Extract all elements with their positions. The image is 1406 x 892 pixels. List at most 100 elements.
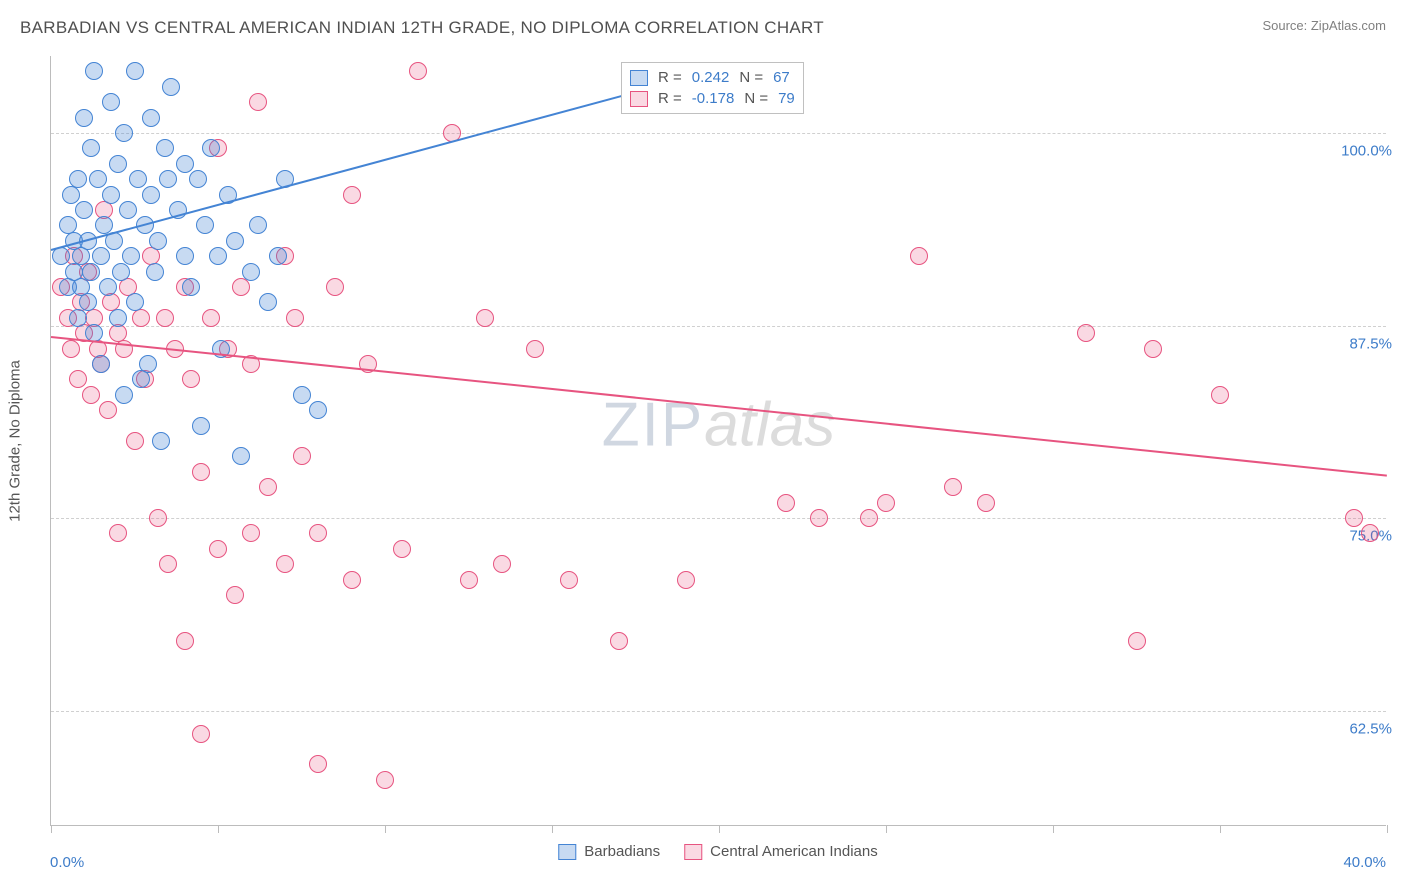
data-point xyxy=(156,309,174,327)
data-point xyxy=(343,186,361,204)
source-attribution: Source: ZipAtlas.com xyxy=(1262,18,1386,33)
data-point xyxy=(126,62,144,80)
data-point xyxy=(249,216,267,234)
data-point xyxy=(242,524,260,542)
data-point xyxy=(1077,324,1095,342)
data-point xyxy=(259,293,277,311)
data-point xyxy=(209,540,227,558)
data-point xyxy=(176,632,194,650)
data-point xyxy=(126,293,144,311)
data-point xyxy=(242,263,260,281)
data-point xyxy=(910,247,928,265)
data-point xyxy=(129,170,147,188)
y-tick-label: 100.0% xyxy=(1335,143,1392,160)
data-point xyxy=(810,509,828,527)
y-tick-label: 62.5% xyxy=(1343,720,1392,737)
data-point xyxy=(115,124,133,142)
data-point xyxy=(977,494,995,512)
data-point xyxy=(393,540,411,558)
data-point xyxy=(182,278,200,296)
data-point xyxy=(159,170,177,188)
data-point xyxy=(192,417,210,435)
data-point xyxy=(156,139,174,157)
legend-label-central-american-indians: Central American Indians xyxy=(710,843,878,860)
r-value: 0.242 xyxy=(692,69,730,86)
data-point xyxy=(777,494,795,512)
data-point xyxy=(493,555,511,573)
legend: Barbadians Central American Indians xyxy=(558,843,877,860)
data-point xyxy=(75,109,93,127)
watermark-zip: ZIP xyxy=(602,391,704,460)
data-point xyxy=(122,247,140,265)
stats-row: R =0.242N =67 xyxy=(630,67,795,88)
n-value: 67 xyxy=(773,69,790,86)
data-point xyxy=(860,509,878,527)
data-point xyxy=(409,62,427,80)
data-point xyxy=(109,155,127,173)
data-point xyxy=(259,478,277,496)
x-tick xyxy=(1053,825,1054,833)
data-point xyxy=(126,432,144,450)
data-point xyxy=(92,247,110,265)
correlation-chart: 12th Grade, No Diploma ZIPatlas 62.5%75.… xyxy=(50,56,1386,826)
data-point xyxy=(269,247,287,265)
data-point xyxy=(112,263,130,281)
r-value: -0.178 xyxy=(692,90,735,107)
data-point xyxy=(293,447,311,465)
data-point xyxy=(79,293,97,311)
swatch-central-american-indians xyxy=(684,844,702,860)
data-point xyxy=(92,355,110,373)
data-point xyxy=(202,139,220,157)
data-point xyxy=(176,247,194,265)
x-max-label: 40.0% xyxy=(1343,854,1386,871)
chart-title: BARBADIAN VS CENTRAL AMERICAN INDIAN 12T… xyxy=(20,18,824,38)
gridline xyxy=(51,518,1386,519)
data-point xyxy=(99,401,117,419)
data-point xyxy=(75,201,93,219)
data-point xyxy=(162,78,180,96)
data-point xyxy=(62,186,80,204)
data-point xyxy=(149,509,167,527)
data-point xyxy=(139,355,157,373)
data-point xyxy=(460,571,478,589)
stats-swatch xyxy=(630,91,648,107)
x-tick xyxy=(1387,825,1388,833)
data-point xyxy=(877,494,895,512)
source-link[interactable]: ZipAtlas.com xyxy=(1311,18,1386,33)
data-point xyxy=(176,155,194,173)
data-point xyxy=(226,232,244,250)
data-point xyxy=(1361,524,1379,542)
watermark: ZIPatlas xyxy=(602,390,835,461)
data-point xyxy=(69,370,87,388)
data-point xyxy=(1144,340,1162,358)
data-point xyxy=(343,571,361,589)
x-tick xyxy=(552,825,553,833)
trend-line xyxy=(51,336,1387,477)
data-point xyxy=(82,139,100,157)
data-point xyxy=(1128,632,1146,650)
gridline xyxy=(51,133,1386,134)
data-point xyxy=(102,93,120,111)
legend-item-barbadians: Barbadians xyxy=(558,843,660,860)
source-prefix: Source: xyxy=(1262,18,1310,33)
data-point xyxy=(109,309,127,327)
data-point xyxy=(249,93,267,111)
plot-area: ZIPatlas 62.5%75.0%87.5%100.0%R =0.242N … xyxy=(50,56,1386,826)
x-tick xyxy=(51,825,52,833)
n-value: 79 xyxy=(778,90,795,107)
data-point xyxy=(376,771,394,789)
data-point xyxy=(182,370,200,388)
data-point xyxy=(115,386,133,404)
data-point xyxy=(293,386,311,404)
data-point xyxy=(159,555,177,573)
data-point xyxy=(69,309,87,327)
data-point xyxy=(149,232,167,250)
data-point xyxy=(142,186,160,204)
data-point xyxy=(196,216,214,234)
data-point xyxy=(677,571,695,589)
watermark-atlas: atlas xyxy=(704,391,835,460)
data-point xyxy=(476,309,494,327)
data-point xyxy=(560,571,578,589)
data-point xyxy=(232,447,250,465)
stats-row: R =-0.178N =79 xyxy=(630,88,795,109)
